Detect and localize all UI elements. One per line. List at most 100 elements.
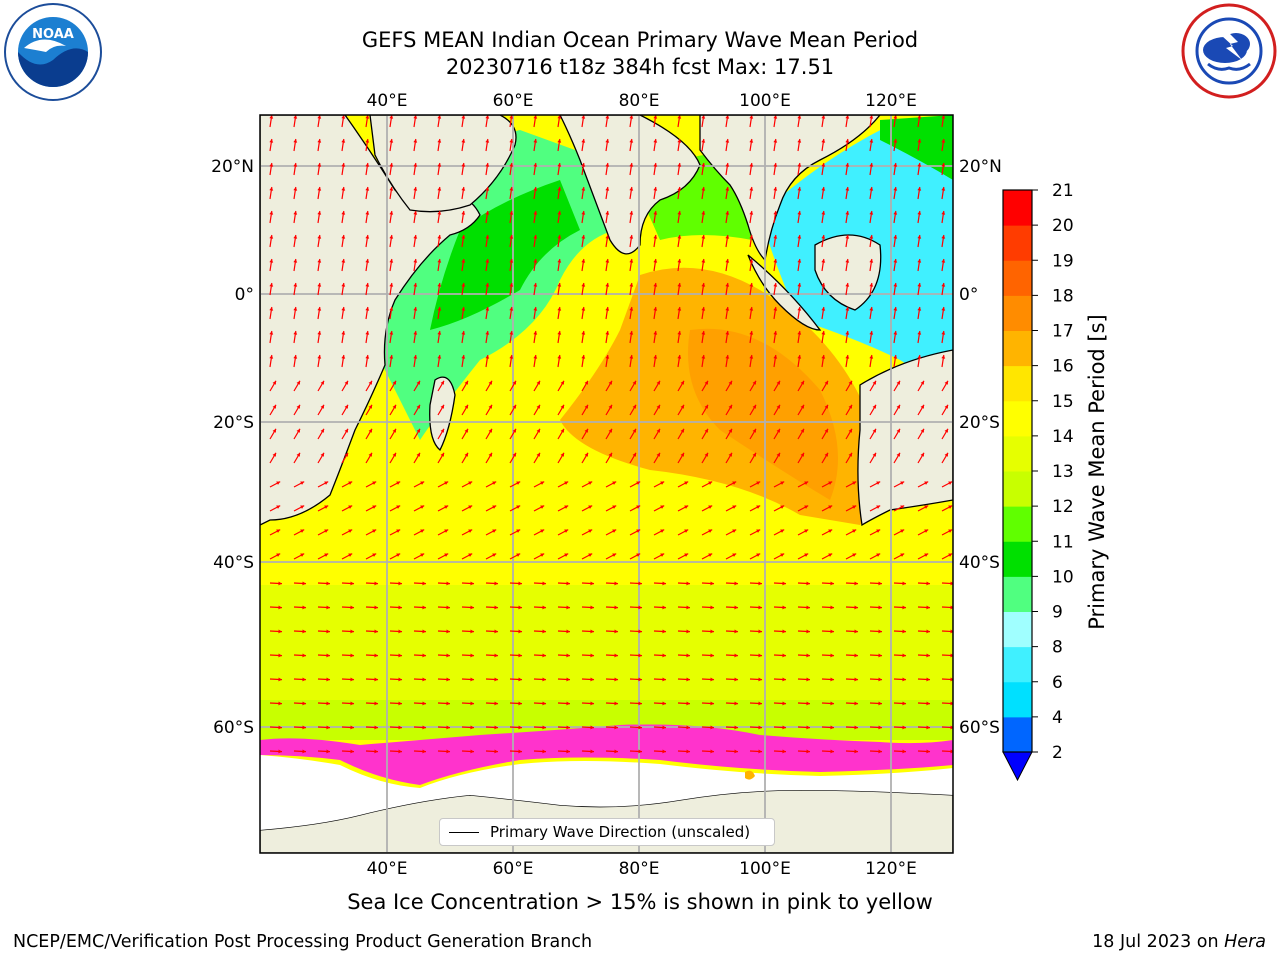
direction-arrow-head (566, 677, 570, 682)
direction-arrow-head (749, 355, 754, 359)
direction-arrow-head (588, 529, 593, 533)
direction-arrow-head (732, 481, 737, 485)
direction-arrow-head (821, 187, 826, 191)
direction-arrow-head (461, 115, 466, 119)
direction-arrow-head (389, 331, 394, 335)
direction-arrow-head (440, 452, 444, 457)
direction-arrow-head (780, 481, 785, 485)
direction-arrow-head (413, 115, 418, 119)
direction-arrow-head (830, 629, 834, 634)
direction-arrow-head (516, 529, 521, 533)
direction-arrow-head (317, 163, 322, 167)
lat-label-left: 60°S (213, 718, 254, 738)
direction-arrow-head (773, 307, 778, 311)
direction-arrow-head (917, 283, 922, 287)
direction-arrow-head (341, 331, 346, 335)
direction-arrow-head (470, 653, 474, 658)
direction-arrow-head (269, 235, 274, 239)
colorbar-segment (1003, 506, 1032, 542)
colorbar-segment (1003, 646, 1032, 683)
direction-arrow-head (413, 163, 418, 167)
direction-arrow-head (872, 428, 876, 433)
direction-arrow-head (752, 452, 756, 457)
direction-arrow-head (824, 404, 828, 409)
direction-arrow-head (821, 235, 826, 239)
direction-arrow-head (686, 581, 690, 586)
direction-arrow-head (854, 629, 858, 634)
direction-arrow-head (821, 115, 826, 119)
direction-arrow-head (605, 187, 610, 191)
colorbar-tick-label: 10 (1052, 567, 1074, 587)
direction-arrow-head (854, 581, 858, 586)
direction-arrow-head (900, 481, 905, 485)
direction-arrow-head (941, 187, 946, 191)
colorbar-label: Primary Wave Mean Period [s] (1085, 314, 1109, 630)
direction-arrow-head (638, 725, 642, 730)
direction-arrow-head (374, 629, 378, 634)
direction-arrow-head (296, 452, 300, 457)
direction-arrow-head (488, 380, 492, 385)
direction-arrow-head (542, 701, 546, 706)
direction-arrow-head (437, 283, 442, 287)
direction-arrow-head (326, 653, 330, 658)
direction-arrow-head (492, 481, 497, 485)
direction-arrow-head (780, 553, 785, 557)
direction-arrow-head (701, 211, 706, 215)
direction-arrow-head (398, 605, 402, 610)
direction-arrow-head (398, 701, 402, 706)
direction-arrow-head (828, 505, 833, 509)
direction-arrow-head (830, 749, 834, 754)
direction-arrow-head (464, 404, 468, 409)
direction-arrow-head (464, 452, 468, 457)
direction-arrow-head (446, 701, 450, 706)
direction-arrow-head (608, 452, 612, 457)
high-period-core (688, 328, 838, 500)
direction-arrow-head (293, 331, 298, 335)
direction-arrow-head (872, 380, 876, 385)
direction-arrow-head (878, 749, 882, 754)
direction-arrow-head (389, 259, 394, 263)
direction-arrow-head (276, 529, 281, 533)
direction-arrow-head (804, 529, 809, 533)
noaa-logo: NOAA (4, 3, 102, 101)
direction-arrow-head (900, 553, 905, 557)
direction-arrow-head (773, 259, 778, 263)
direction-arrow-head (728, 428, 732, 433)
direction-arrow-head (341, 235, 346, 239)
direction-arrow-head (300, 553, 305, 557)
direction-arrow-head (948, 505, 953, 509)
direction-arrow-head (948, 481, 953, 485)
direction-arrow-head (710, 725, 714, 730)
direction-arrow-head (272, 452, 276, 457)
colorbar-segment (1003, 611, 1032, 648)
colorbar-segment (1003, 260, 1032, 296)
direction-arrow-head (608, 404, 612, 409)
direction-arrow-head (320, 428, 324, 433)
direction-arrow-head (614, 677, 618, 682)
lon-label-top: 40°E (367, 91, 408, 111)
map-frame (259, 114, 954, 854)
lon-label-bottom: 60°E (493, 859, 534, 879)
direction-arrow-head (533, 139, 538, 143)
direction-arrow-head (734, 749, 738, 754)
direction-arrow-head (590, 581, 594, 586)
direction-arrow-head (941, 163, 946, 167)
direction-arrow-head (806, 749, 810, 754)
direction-arrow-head (509, 115, 514, 119)
direction-arrow-head (536, 404, 540, 409)
direction-arrow-head (485, 139, 490, 143)
direction-arrow-head (629, 331, 634, 335)
direction-arrow-head (350, 605, 354, 610)
direction-arrow-head (656, 452, 660, 457)
direction-arrow-head (416, 380, 420, 385)
direction-arrow-head (326, 629, 330, 634)
direction-arrow-head (710, 677, 714, 682)
direction-arrow-head (293, 139, 298, 143)
direction-arrow-head (533, 331, 538, 335)
direction-arrow-head (605, 355, 610, 359)
footer-date-text: 18 Jul 2023 on (1092, 932, 1225, 952)
direction-arrow-head (564, 529, 569, 533)
direction-arrow-head (701, 331, 706, 335)
chart-title: GEFS MEAN Indian Ocean Primary Wave Mean… (361, 28, 919, 52)
direction-arrow-head (389, 139, 394, 143)
